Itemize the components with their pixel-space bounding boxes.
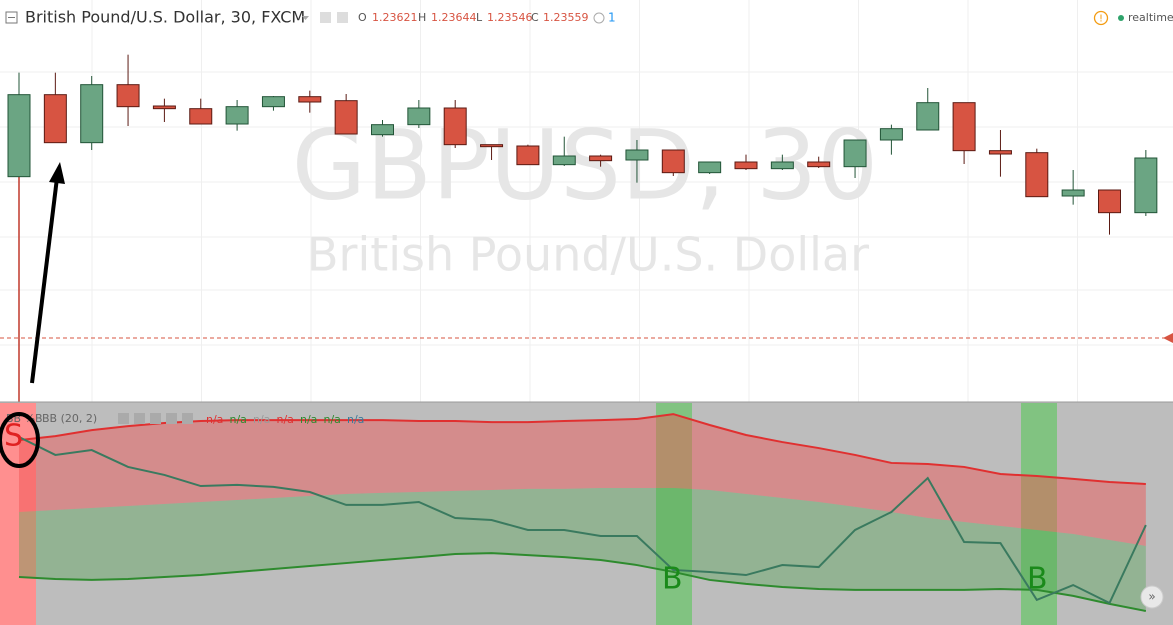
candle-body [589, 155, 613, 162]
collapse-icon[interactable] [5, 11, 18, 24]
indicator-readout: n/a [206, 413, 223, 426]
candle-body [661, 149, 685, 174]
indicator-line [18, 436, 1147, 605]
candles [7, 54, 1158, 235]
alert-count: 1 [608, 11, 616, 25]
candle-body [1061, 189, 1085, 197]
signal-label: B [1027, 562, 1048, 597]
ohlc-value: 1.23644 [431, 11, 477, 24]
indicator-readout: n/a [324, 413, 341, 426]
ohlc-label: C [531, 11, 539, 24]
indicator-icon [182, 413, 193, 424]
candle-body [443, 107, 467, 146]
candle-body [552, 155, 576, 166]
candle-body [80, 84, 104, 144]
ohlc-label: L [476, 11, 483, 24]
candle-body [407, 107, 431, 126]
candle-body [734, 161, 758, 170]
indicator-icon [134, 413, 145, 424]
indicator-line [18, 552, 1147, 612]
grid [0, 0, 1173, 402]
ohlc-value: 1.23621 [372, 11, 418, 24]
candle-body [807, 161, 831, 168]
candle-body [516, 145, 540, 166]
candle-body [334, 100, 358, 135]
scroll-button[interactable] [1140, 585, 1164, 609]
indicator-readout: n/a [300, 413, 317, 426]
candle-body [298, 96, 322, 103]
indicator: BB %B BB (20, 2) n/a n/a n/a n/a n/a n/a n/aSB B [0, 403, 1147, 625]
signal-band [1021, 403, 1057, 625]
lower-fill [19, 488, 1146, 612]
ohlc-value: 1.23559 [543, 11, 589, 24]
candle-body [43, 94, 67, 144]
candle-body [843, 139, 867, 168]
indicator-icon [150, 413, 161, 424]
ohlc-label: O [358, 11, 367, 24]
indicator-line [18, 413, 1146, 486]
indicator-readout: n/a [253, 413, 270, 426]
status: realtime [1128, 11, 1173, 24]
symbol-title: British Pound/U.S. Dollar, 30, FXCM [25, 8, 305, 27]
indicator-panel [0, 402, 1173, 625]
candle-body [1134, 157, 1158, 214]
signal-label: S [4, 419, 23, 454]
candle-body [225, 106, 249, 125]
candle-body [698, 161, 722, 174]
signal-label: B [662, 562, 683, 597]
warning-glyph: ! [1099, 14, 1103, 25]
annotation-arrow [30, 177, 59, 384]
indicator-icon [118, 413, 129, 424]
format-icon[interactable] [337, 12, 348, 23]
candle-body [116, 84, 140, 108]
scroll-glyph: » [1148, 590, 1155, 604]
status-dot [1118, 15, 1124, 21]
candle-body [189, 108, 213, 125]
annotation-circle [0, 412, 40, 468]
ohlc-label: H [418, 11, 426, 24]
settings-icon[interactable] [320, 12, 331, 23]
indicator-readout: n/a [230, 413, 247, 426]
indicator-subtitle: BB (20, 2) [42, 412, 97, 425]
candle-body [1025, 152, 1049, 198]
alert-icon[interactable] [593, 12, 605, 24]
candle-body [152, 105, 176, 110]
candle-body [1098, 189, 1121, 214]
candle-body [952, 102, 976, 152]
indicator-icon [166, 413, 177, 424]
indicator-readout: n/a [277, 413, 294, 426]
dropdown[interactable] [302, 16, 309, 20]
indicator-readout: n/a [347, 413, 364, 426]
ohlc-value: 1.23546 [487, 11, 533, 24]
upper-fill [19, 414, 1146, 546]
candle-body [916, 102, 940, 131]
signal-band [656, 403, 692, 625]
candle-body [770, 161, 794, 170]
warning-icon[interactable] [1093, 10, 1109, 26]
candle-body [7, 94, 31, 178]
candle-body [261, 96, 285, 108]
price-marker [1163, 333, 1173, 343]
candle-body [879, 128, 903, 141]
candle-body [625, 149, 649, 161]
annotation-arrowhead [49, 162, 65, 184]
candle-body [371, 124, 394, 136]
watermark-subtitle: British Pound/U.S. Dollar [307, 228, 869, 282]
candle-body [988, 150, 1012, 155]
signal-band [0, 403, 36, 625]
candle-body [480, 144, 504, 148]
